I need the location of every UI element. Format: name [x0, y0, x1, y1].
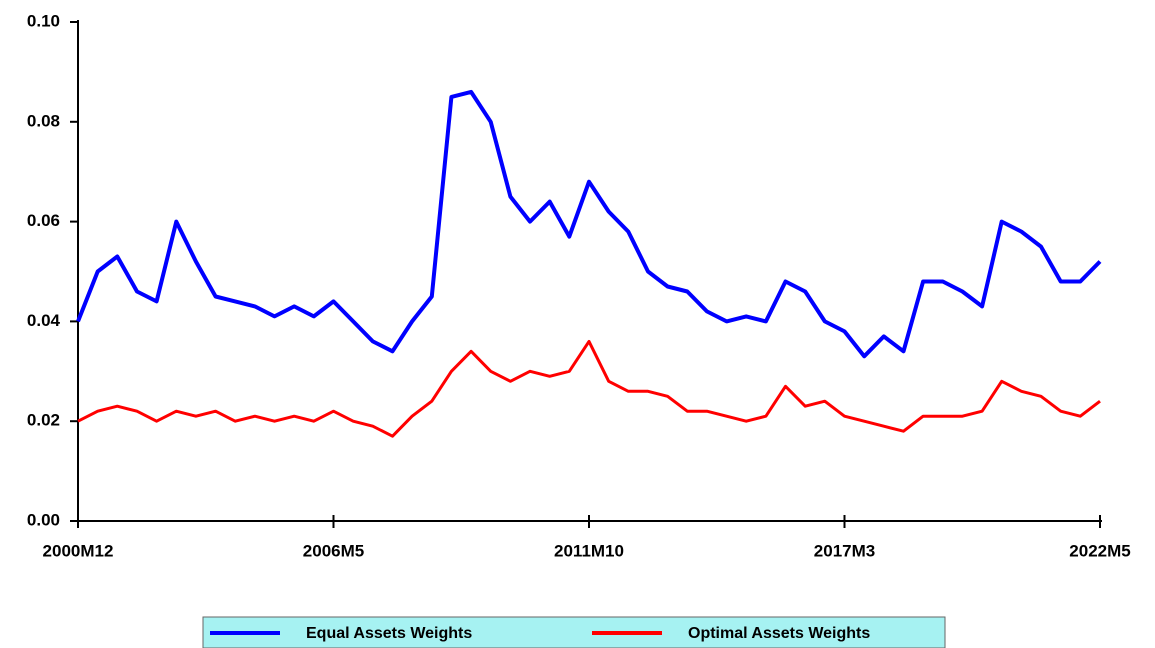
y-tick-label: 0.10: [27, 11, 60, 30]
y-tick-label: 0.00: [27, 510, 60, 529]
x-tick-label: 2017M3: [814, 541, 875, 560]
series-line: [76, 89, 1102, 359]
x-tick-label: 2022M5: [1069, 541, 1130, 560]
series-line: [77, 339, 1101, 438]
y-tick-label: 0.02: [27, 411, 60, 430]
x-tick-label: 2011M10: [554, 541, 624, 560]
x-tick-label: 2000M12: [43, 541, 114, 560]
x-tick-label: 2006M5: [303, 541, 364, 560]
legend: [202, 616, 946, 648]
legend-label: Optimal Assets Weights: [688, 625, 870, 642]
y-tick-label: 0.04: [27, 311, 61, 330]
legend-label: Equal Assets Weights: [306, 625, 472, 642]
y-tick-label: 0.06: [27, 211, 60, 230]
y-tick-label: 0.08: [27, 111, 60, 130]
